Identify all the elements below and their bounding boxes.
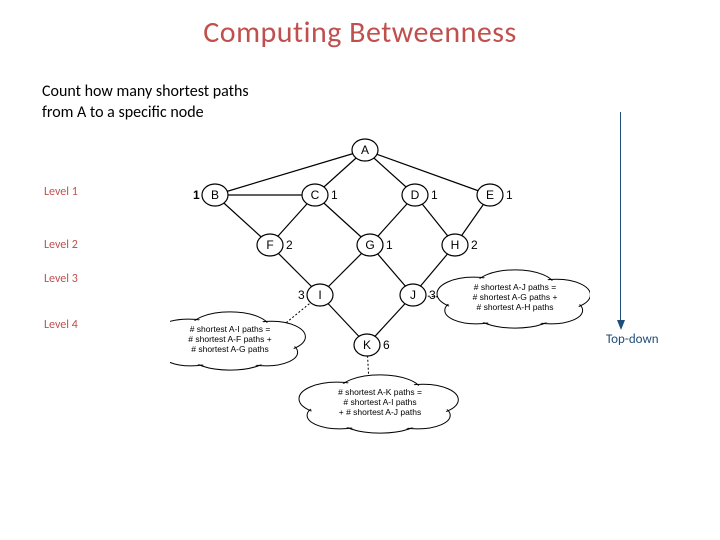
svg-text:B: B [211, 188, 219, 202]
topdown-label: Top-down [606, 332, 659, 347]
topdown-arrow-head [617, 320, 625, 330]
svg-text:2: 2 [286, 238, 293, 252]
svg-text:3: 3 [429, 288, 436, 302]
svg-text:D: D [411, 188, 420, 202]
svg-text:J: J [410, 288, 416, 302]
svg-text:H: H [451, 238, 460, 252]
svg-text:1: 1 [386, 238, 393, 252]
svg-text:# shortest A-I paths =: # shortest A-I paths = [190, 324, 271, 334]
svg-text:# shortest A-K paths =: # shortest A-K paths = [338, 387, 422, 397]
svg-text:F: F [266, 238, 273, 252]
level-1-label: Level 1 [44, 185, 78, 199]
svg-text:1: 1 [506, 188, 513, 202]
level-4-label: Level 4 [44, 318, 78, 332]
svg-text:A: A [361, 143, 369, 157]
subtitle-line2: from A to a specific node [42, 103, 204, 122]
subtitle: Count how many shortest paths from A to … [42, 82, 249, 124]
svg-text:3: 3 [298, 288, 305, 302]
betweenness-graph: # shortest A-I paths =# shortest A-F pat… [170, 130, 590, 450]
level-2-label: Level 2 [44, 238, 78, 252]
svg-text:G: G [365, 238, 374, 252]
svg-text:6: 6 [383, 338, 390, 352]
svg-text:I: I [318, 288, 321, 302]
svg-text:# shortest A-I paths: # shortest A-I paths [343, 397, 416, 407]
subtitle-line1: Count how many shortest paths [42, 82, 249, 101]
svg-text:1: 1 [193, 188, 200, 202]
svg-text:1: 1 [331, 188, 338, 202]
svg-text:1: 1 [431, 188, 438, 202]
level-3-label: Level 3 [44, 272, 78, 286]
svg-text:+ # shortest A-J paths: + # shortest A-J paths [339, 407, 421, 417]
svg-text:C: C [311, 188, 320, 202]
svg-text:# shortest A-H paths: # shortest A-H paths [476, 302, 553, 312]
svg-text:# shortest A-J paths =: # shortest A-J paths = [474, 282, 556, 292]
svg-text:2: 2 [471, 238, 478, 252]
slide-title: Computing Betweenness [0, 14, 720, 51]
svg-text:K: K [363, 338, 371, 352]
svg-text:E: E [486, 188, 494, 202]
svg-text:# shortest A-G paths +: # shortest A-G paths + [473, 292, 558, 302]
svg-text:# shortest A-G paths: # shortest A-G paths [191, 344, 268, 354]
topdown-arrow-line [620, 112, 621, 322]
svg-text:# shortest A-F paths +: # shortest A-F paths + [188, 334, 271, 344]
